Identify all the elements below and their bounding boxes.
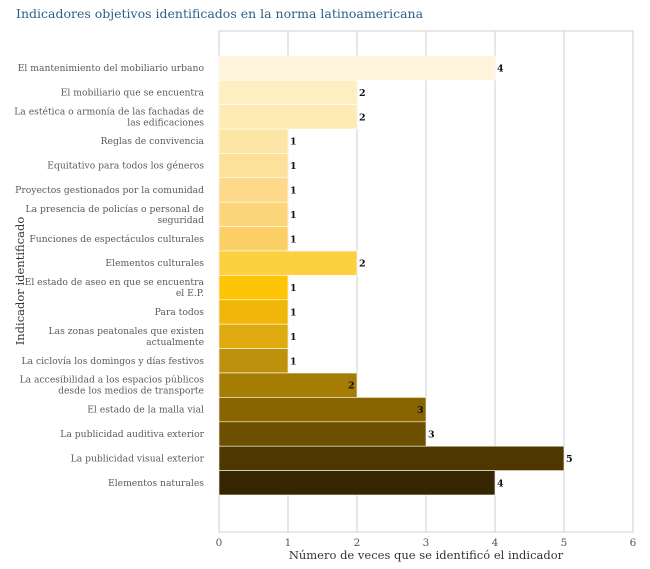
- data-label: 1: [290, 137, 297, 148]
- data-label: 1: [290, 332, 297, 343]
- data-label: 2: [359, 112, 366, 123]
- category-labels: El mantenimiento del mobiliario urbano El…: [14, 63, 204, 489]
- x-tick-label: 3: [423, 537, 430, 549]
- x-tick-label: 2: [354, 537, 361, 549]
- bar: [218, 470, 496, 496]
- category-label: La estética o armonía de las fachadas de: [14, 106, 204, 117]
- category-label: seguridad: [157, 215, 204, 226]
- bar: [218, 372, 358, 398]
- data-label: 4: [497, 478, 504, 489]
- bar: [218, 201, 289, 227]
- bar: [218, 153, 289, 179]
- x-tick-label: 6: [630, 537, 637, 549]
- category-label: desde los medios de transporte: [58, 386, 204, 397]
- bar: [218, 177, 289, 203]
- bar: [218, 445, 565, 471]
- bars: [218, 55, 565, 496]
- data-label: 3: [417, 405, 424, 416]
- category-label: La publicidad visual exterior: [71, 453, 205, 464]
- category-label: El mobiliario que se encuentra: [61, 87, 205, 98]
- category-label: Equitativo para todos los géneros: [47, 161, 204, 172]
- data-label: 4: [497, 64, 504, 75]
- category-label: actualmente: [146, 337, 204, 348]
- category-label: La ciclovía los domingos y días festivos: [21, 356, 204, 367]
- data-label: 5: [566, 454, 573, 465]
- y-axis-title: Indicador identificado: [13, 217, 27, 346]
- bar: [218, 250, 358, 276]
- category-label: Las zonas peatonales que existen: [48, 326, 204, 337]
- chart-title: Indicadores objetivos identificados en l…: [16, 6, 424, 21]
- x-tick-label: 0: [216, 537, 223, 549]
- category-label: La presencia de policías o personal de: [26, 204, 204, 215]
- data-labels: 4 2 2 1 1 1 1 1 2 1 1 1 1 2 3 3 5 4: [290, 64, 573, 490]
- category-label: Reglas de convivencia: [101, 136, 205, 147]
- category-label: Proyectos gestionados por la comunidad: [15, 185, 204, 196]
- bar: [218, 397, 427, 423]
- x-tick-labels: 0 1 2 3 4 5 6: [216, 537, 637, 549]
- data-label: 1: [290, 161, 297, 172]
- category-label: Para todos: [155, 307, 205, 318]
- data-label: 2: [348, 381, 355, 392]
- category-label: El estado de aseo en que se encuentra: [25, 277, 205, 288]
- category-label: las edificaciones: [127, 117, 204, 128]
- category-label: Elementos naturales: [108, 478, 204, 489]
- category-label: El mantenimiento del mobiliario urbano: [18, 63, 205, 74]
- data-label: 2: [359, 259, 366, 270]
- data-label: 1: [290, 210, 297, 221]
- bar: [218, 55, 496, 81]
- bar: [218, 348, 289, 374]
- x-tick-label: 5: [561, 537, 568, 549]
- data-label: 3: [428, 430, 435, 441]
- data-label: 1: [290, 186, 297, 197]
- category-label: La publicidad auditiva exterior: [60, 429, 204, 440]
- bar: [218, 79, 358, 105]
- data-label: 1: [290, 356, 297, 367]
- x-tick-label: 4: [492, 537, 499, 549]
- data-label: 1: [290, 283, 297, 294]
- x-tick-label: 1: [285, 537, 292, 549]
- bar: [218, 104, 358, 130]
- category-label: Elementos culturales: [105, 258, 204, 269]
- data-label: 1: [290, 234, 297, 245]
- bar: [218, 128, 289, 154]
- bar: [218, 226, 289, 252]
- bar: [218, 275, 289, 301]
- bar: [218, 323, 289, 349]
- data-label: 1: [290, 308, 297, 319]
- data-label: 2: [359, 88, 366, 99]
- category-label: el E.P.: [176, 288, 204, 299]
- category-label: La accesibilidad a los espacios públicos: [20, 375, 205, 386]
- bar: [218, 299, 289, 325]
- category-label: El estado de la malla vial: [87, 405, 204, 416]
- bar: [218, 421, 427, 447]
- x-axis-title: Número de veces que se identificó el ind…: [289, 548, 564, 562]
- category-label: Funciones de espectáculos culturales: [29, 234, 204, 245]
